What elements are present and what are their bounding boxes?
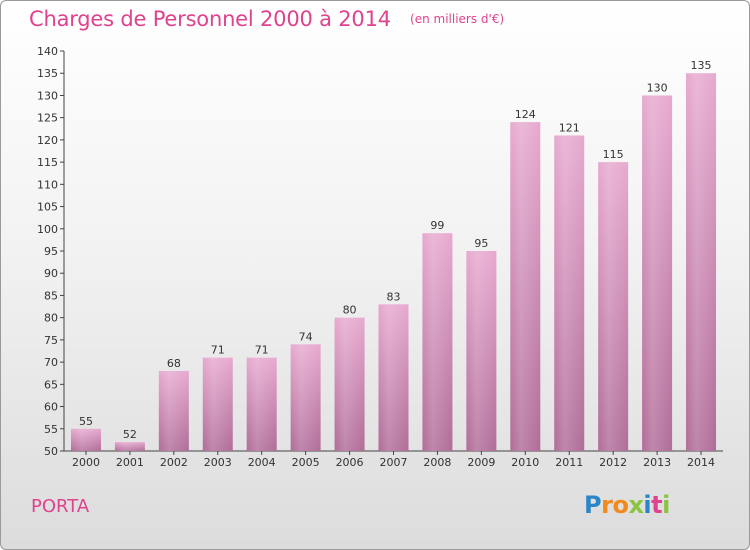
bar-sheen-2004 [246, 357, 277, 451]
value-label-2013: 130 [647, 81, 668, 94]
y-tick-label: 115 [37, 156, 58, 169]
chart-title: Charges de Personnel 2000 à 2014 [29, 7, 391, 31]
value-label-2008: 99 [430, 219, 444, 232]
y-tick-label: 70 [44, 356, 58, 369]
y-tick-label: 125 [37, 112, 58, 125]
x-tick-label-2009: 2009 [467, 456, 495, 469]
value-label-2002: 68 [167, 357, 181, 370]
bar-sheen-2003 [202, 357, 233, 451]
y-tick-label: 135 [37, 67, 58, 80]
axes: 50 55 60 65 70 75 80 85 90 95 100 105 110 115 120 125 13… [37, 45, 723, 469]
bar-sheen-2006 [334, 317, 365, 451]
bar-sheen-2000 [70, 428, 101, 451]
x-tick-label-2008: 2008 [423, 456, 451, 469]
bar-sheen-2002 [158, 371, 189, 451]
bar-sheen-2013 [642, 95, 673, 451]
bar-sheen-2010 [510, 122, 541, 451]
value-label-2004: 71 [255, 344, 269, 357]
y-tick-label: 60 [44, 401, 58, 414]
x-tick-label-2002: 2002 [160, 456, 188, 469]
x-tick-label-2005: 2005 [292, 456, 320, 469]
x-tick-label-2013: 2013 [643, 456, 671, 469]
proxiti-logo[interactable]: Proxiti [584, 491, 670, 519]
bar-sheen-2012 [598, 162, 629, 451]
value-label-2003: 71 [211, 344, 225, 357]
x-tick-label-2003: 2003 [204, 456, 232, 469]
y-tick-label: 85 [44, 289, 58, 302]
bar-sheen-2011 [554, 135, 585, 451]
bar-sheen-2001 [114, 442, 145, 451]
y-tick-label: 80 [44, 312, 58, 325]
value-label-2007: 83 [387, 290, 401, 303]
x-tick-label-2006: 2006 [336, 456, 364, 469]
y-tick-label: 110 [37, 178, 58, 191]
x-tick-label-2011: 2011 [555, 456, 583, 469]
value-label-2005: 74 [299, 330, 313, 343]
y-tick-label: 120 [37, 134, 58, 147]
logo-letter: i [643, 491, 652, 519]
value-label-2010: 124 [515, 108, 536, 121]
bar-sheen-2008 [422, 233, 453, 451]
logo-letter: x [628, 491, 644, 519]
x-tick-label-2012: 2012 [599, 456, 627, 469]
logo-letter: t [651, 491, 663, 519]
bar-sheen-2007 [378, 304, 409, 451]
title-block: Charges de Personnel 2000 à 2014 (en mil… [29, 7, 504, 31]
x-tick-label-2014: 2014 [687, 456, 715, 469]
y-tick-label: 50 [44, 445, 58, 458]
chart-subtitle: (en milliers d'€) [410, 12, 505, 26]
value-label-2014: 135 [691, 59, 712, 72]
x-tick-label-2007: 2007 [380, 456, 408, 469]
logo-letter: r [601, 491, 613, 519]
y-tick-label: 90 [44, 267, 58, 280]
y-tick-label: 100 [37, 223, 58, 236]
bar-sheen-2009 [466, 251, 497, 451]
value-labels: 55 52 68 71 71 74 80 83 99 95 124 121 115 130 135 [79, 59, 712, 441]
y-tick-label: 65 [44, 378, 58, 391]
bar-sheen-2005 [290, 344, 321, 451]
x-tick-label-2010: 2010 [511, 456, 539, 469]
value-label-2012: 115 [603, 148, 624, 161]
x-tick-label-2000: 2000 [72, 456, 100, 469]
value-label-2000: 55 [79, 415, 93, 428]
logo-letter: i [662, 491, 670, 519]
value-label-2009: 95 [474, 237, 488, 250]
y-tick-label: 140 [37, 45, 58, 58]
y-tick-label: 75 [44, 334, 58, 347]
logo-letter: P [584, 491, 602, 519]
bar-sheen-2014 [686, 73, 717, 451]
y-tick-label: 55 [44, 423, 58, 436]
y-tick-label: 95 [44, 245, 58, 258]
logo-letter: o [612, 491, 629, 519]
x-tick-label-2004: 2004 [248, 456, 276, 469]
y-tick-label: 105 [37, 201, 58, 214]
value-label-2001: 52 [123, 428, 137, 441]
bars [70, 73, 717, 451]
value-label-2006: 80 [343, 304, 357, 317]
commune-name: PORTA [31, 496, 90, 517]
y-tick-label: 130 [37, 89, 58, 102]
value-label-2011: 121 [559, 121, 580, 134]
x-tick-label-2001: 2001 [116, 456, 144, 469]
